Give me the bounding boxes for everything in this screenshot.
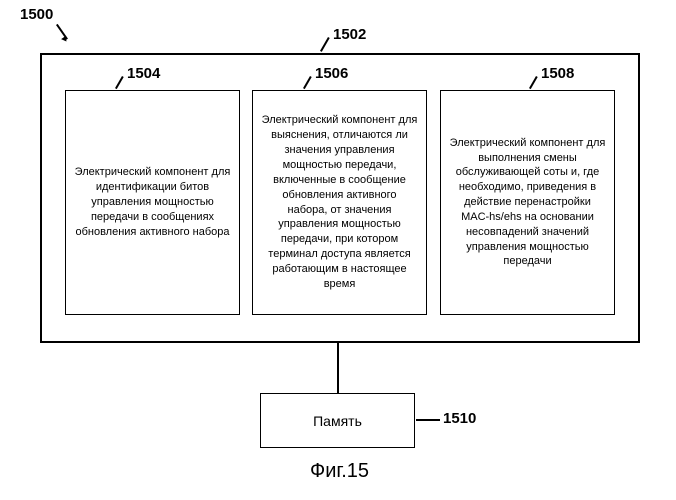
- connector-outer-memory: [337, 343, 339, 393]
- ref-1506: 1506: [315, 65, 348, 82]
- ref-1502: 1502: [333, 26, 366, 43]
- ref-1500: 1500: [20, 6, 53, 23]
- component-1506-text: Электрический компонент для выяснения, о…: [261, 113, 418, 291]
- figure-caption: Фиг.15: [310, 460, 369, 483]
- component-1504-text: Электрический компонент для идентификаци…: [74, 165, 231, 239]
- component-1508-text: Электрический компонент для выполнения с…: [449, 136, 606, 270]
- component-1508: Электрический компонент для выполнения с…: [440, 90, 615, 315]
- component-1504: Электрический компонент для идентификаци…: [65, 90, 240, 315]
- lead-1502: [320, 37, 330, 52]
- arrow-1500: [61, 36, 69, 44]
- lead-1510: [416, 419, 440, 421]
- component-1506: Электрический компонент для выяснения, о…: [252, 90, 427, 315]
- memory-label: Память: [313, 413, 362, 429]
- memory-box: Память: [260, 393, 415, 448]
- ref-1510: 1510: [443, 410, 476, 427]
- diagram-canvas: 1500 1502 1504 Электрический компонент д…: [0, 0, 676, 500]
- ref-1508: 1508: [541, 65, 574, 82]
- ref-1504: 1504: [127, 65, 160, 82]
